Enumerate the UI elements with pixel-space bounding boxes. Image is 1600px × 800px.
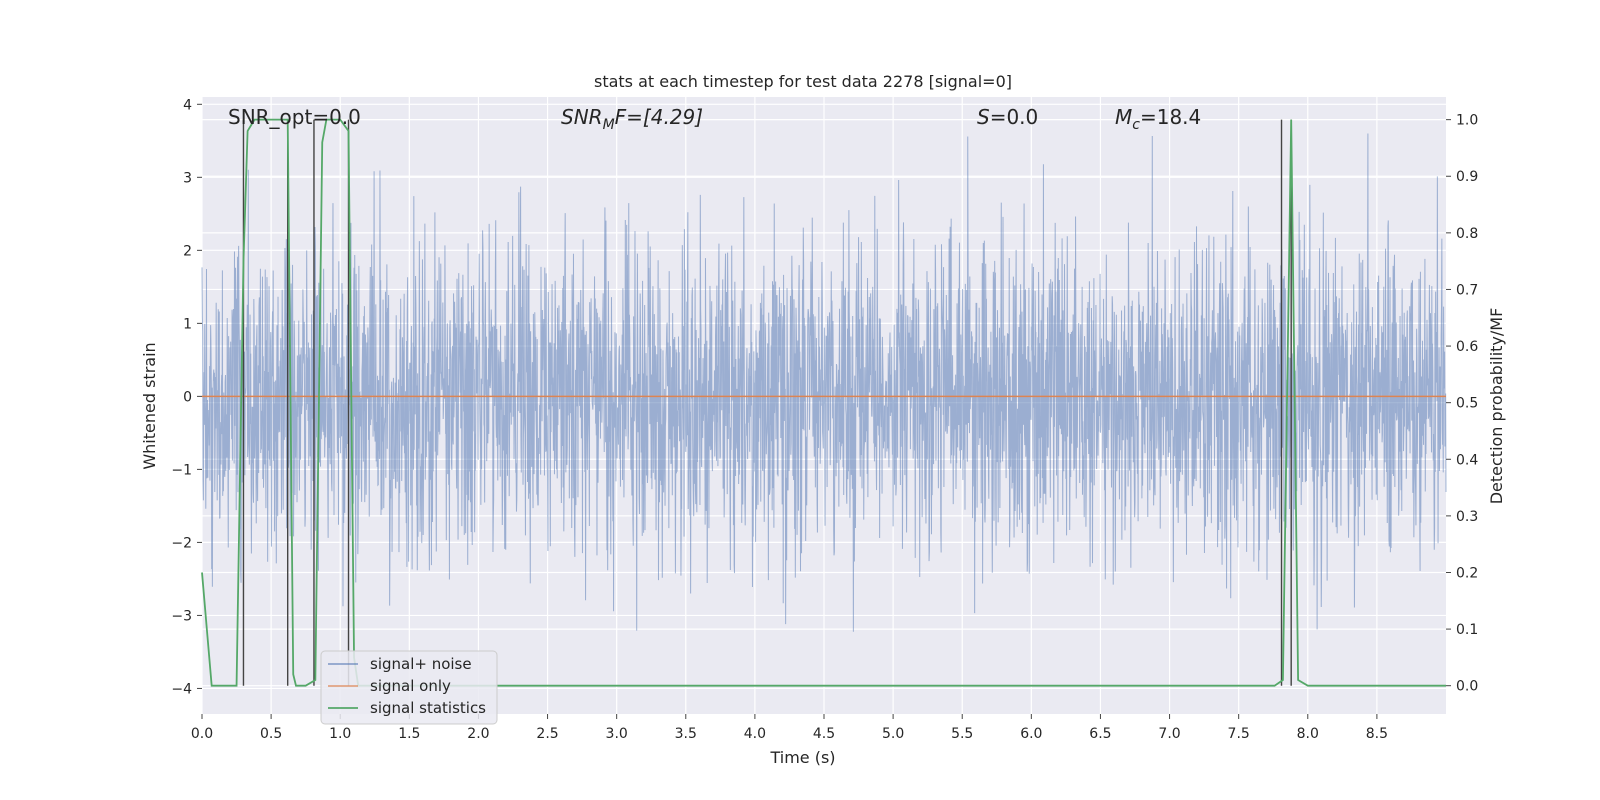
x-tick-label-4: 2.0 (467, 726, 489, 742)
annotation-mc-rest: =18.4 (1140, 105, 1201, 129)
x-tick-label-0: 0.0 (191, 726, 213, 742)
x-tick-label-10: 5.0 (882, 726, 904, 742)
y-left-tick-label-2: 2 (183, 243, 192, 259)
y-right-tick-label-4: 0.6 (1456, 339, 1478, 355)
y-left-tick-label-8: −4 (171, 681, 192, 697)
x-tick-label-14: 7.0 (1158, 726, 1180, 742)
y-left-tick-label-6: −2 (171, 535, 192, 551)
chart-title: stats at each timestep for test data 227… (594, 72, 1012, 91)
annotation-mc: Mc=18.4 (1115, 105, 1201, 133)
y-right-tick-label-7: 0.3 (1456, 509, 1478, 525)
y-left-tick-label-5: −1 (171, 462, 192, 478)
x-axis-label: Time (s) (769, 748, 835, 767)
x-tick-label-15: 7.5 (1228, 726, 1250, 742)
legend-label-signal-statistics: signal statistics (370, 699, 486, 717)
annotation-s: S=0.0 (977, 105, 1038, 129)
annotation-snr-opt: SNR_opt=0.0 (228, 105, 361, 129)
y-right-tick-label-8: 0.2 (1456, 565, 1478, 581)
y-left-tick-label-0: 4 (183, 97, 192, 113)
legend-box (320, 650, 498, 725)
y-right-tick-label-1: 0.9 (1456, 169, 1478, 185)
x-tick-label-3: 1.5 (398, 726, 420, 742)
annotation-s-name: S (977, 105, 990, 129)
x-tick-label-16: 8.0 (1297, 726, 1319, 742)
series-signal-statistics (201, 118, 1446, 687)
legend-label-signal-only: signal only (370, 677, 451, 695)
series-signal-plus-noise (201, 133, 1447, 632)
y-right-axis-ticks: 1.0 0.9 0.8 0.7 0.6 0.5 0.4 0.3 0.2 0.1 0.0 (1446, 113, 1478, 695)
y-right-tick-label-6: 0.4 (1456, 452, 1478, 468)
y-left-tick-label-7: −3 (171, 608, 192, 624)
annotation-snr-mf-name: SNR (561, 105, 603, 129)
x-tick-label-11: 5.5 (951, 726, 973, 742)
y-left-tick-label-4: 0 (183, 389, 192, 405)
x-tick-label-12: 6.0 (1020, 726, 1042, 742)
x-tick-label-7: 3.5 (675, 726, 697, 742)
y-left-axis-ticks: 4 3 2 1 0 −1 −2 −3 −4 (171, 97, 202, 697)
y-right-tick-label-10: 0.0 (1456, 679, 1478, 695)
annotation-snr-mf-sub: M (603, 117, 615, 133)
y-right-tick-label-5: 0.5 (1456, 396, 1478, 412)
y-right-tick-label-9: 0.1 (1456, 622, 1478, 638)
legend-label-signal-plus-noise: signal+ noise (370, 655, 472, 673)
y-left-axis-label: Whitened strain (140, 342, 159, 469)
noise-trace (201, 133, 1447, 632)
y-right-tick-label-0: 1.0 (1456, 113, 1478, 129)
y-right-tick-label-2: 0.8 (1456, 226, 1478, 242)
legend: signal+ noise signal only signal statist… (320, 650, 498, 725)
annotation-mc-sub: c (1132, 117, 1140, 133)
x-tick-label-1: 0.5 (260, 726, 282, 742)
x-tick-label-9: 4.5 (813, 726, 835, 742)
x-tick-label-13: 6.5 (1089, 726, 1111, 742)
y-right-tick-label-3: 0.7 (1456, 282, 1478, 298)
x-tick-label-8: 4.0 (744, 726, 766, 742)
y-right-axis-label: Detection probability/MF (1487, 308, 1506, 505)
x-tick-label-2: 1.0 (329, 726, 351, 742)
annotation-s-rest: =0.0 (990, 105, 1039, 129)
annotation-snr-mf: SNRMF=[4.29] (561, 105, 703, 133)
annotation-snr-mf-rest: F=[4.29] (615, 105, 703, 129)
x-tick-label-17: 8.5 (1366, 726, 1388, 742)
annotation-mc-name: M (1115, 105, 1132, 129)
y-left-tick-label-1: 3 (183, 170, 192, 186)
y-left-tick-label-3: 1 (183, 316, 192, 332)
x-tick-label-5: 2.5 (536, 726, 558, 742)
x-tick-label-6: 3.0 (606, 726, 628, 742)
x-axis-ticks: 0.0 0.5 1.0 1.5 2.0 2.5 3.0 3.5 4.0 4.5 5.0 5.5 6.0 6… (191, 714, 1388, 742)
